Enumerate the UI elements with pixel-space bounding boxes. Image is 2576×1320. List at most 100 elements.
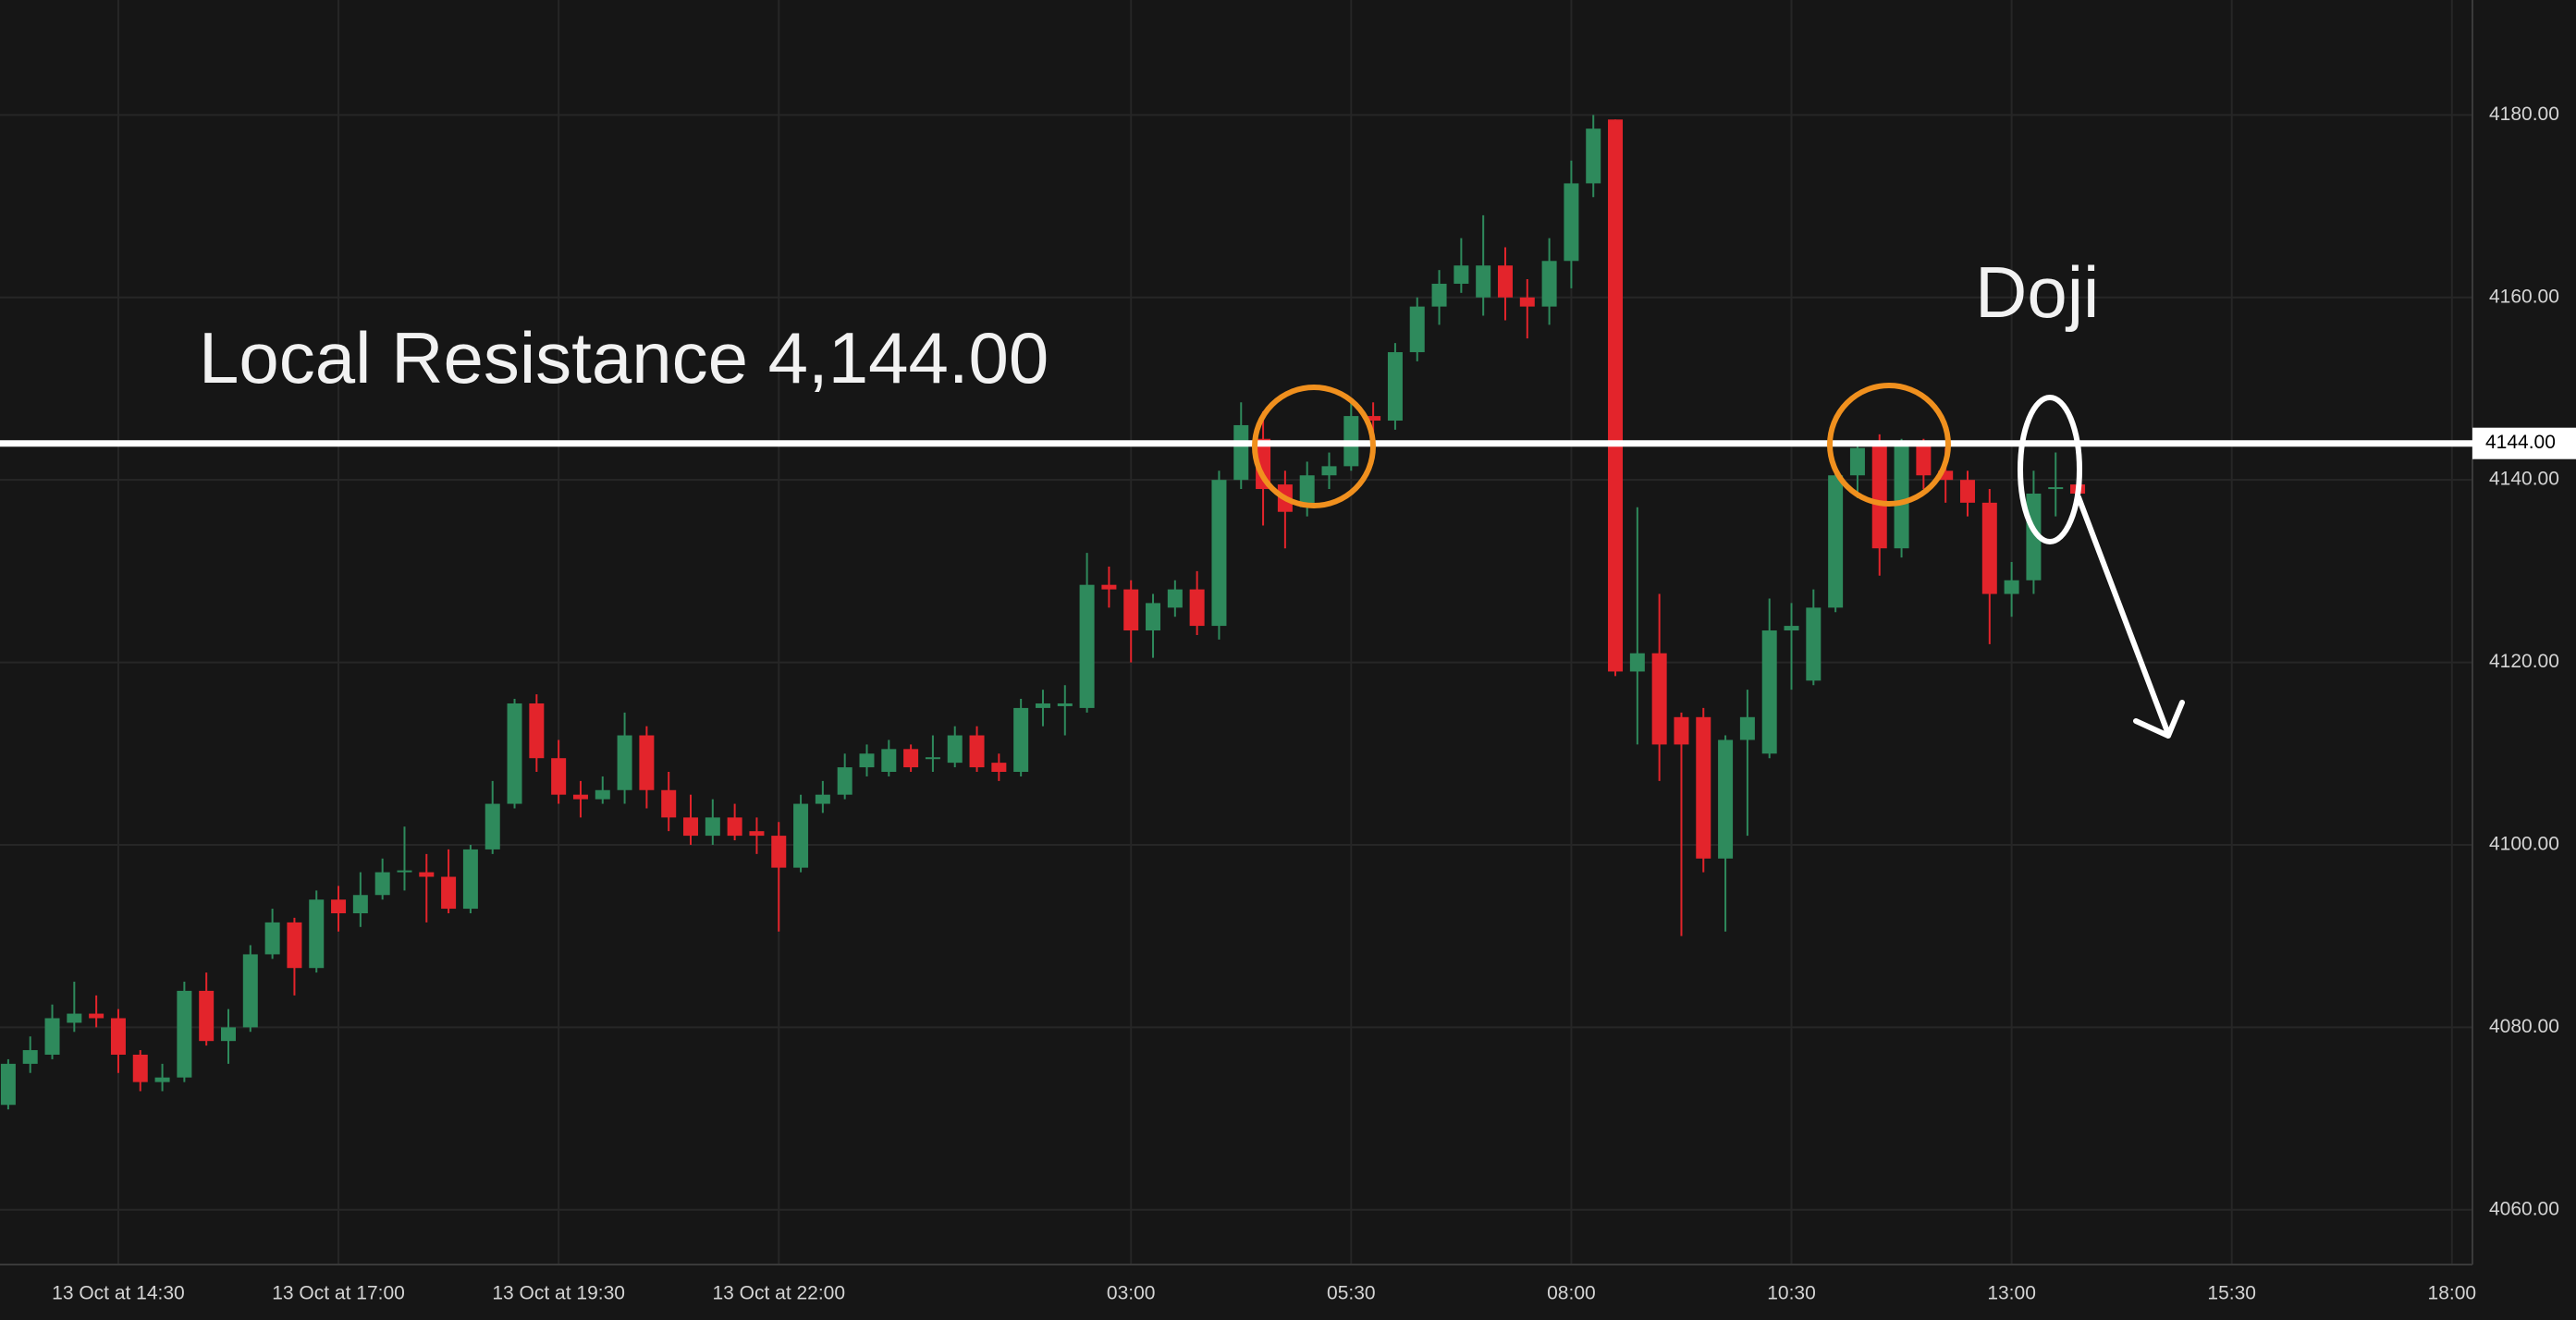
highlight-circle bbox=[1827, 383, 1951, 507]
candle-body bbox=[441, 876, 457, 910]
candle-body bbox=[1256, 438, 1271, 490]
price-marker bbox=[2472, 427, 2576, 459]
x-tick-label: 03:00 bbox=[1107, 1283, 1156, 1304]
candle-body bbox=[1916, 443, 1932, 476]
candle-body bbox=[374, 872, 390, 896]
x-tick-label: 10:30 bbox=[1767, 1283, 1816, 1304]
candle-body bbox=[1564, 183, 1579, 262]
candle-body bbox=[0, 1063, 16, 1106]
candle-body bbox=[352, 895, 368, 913]
down-arrow bbox=[2076, 495, 2185, 739]
candle-body bbox=[287, 922, 302, 969]
candle-body bbox=[1739, 716, 1755, 740]
candle-body bbox=[1629, 653, 1645, 672]
candle-body bbox=[793, 803, 809, 868]
candle-body bbox=[903, 749, 919, 768]
axis-labels: 4060.00 4080.00 4100.00 4120.00 4140.00 4160.… bbox=[52, 104, 2559, 1304]
price-marker-label: 4144.00 bbox=[2485, 432, 2556, 453]
candle-body bbox=[595, 789, 610, 800]
candle-body bbox=[331, 899, 347, 913]
y-tick-label: 4100.00 bbox=[2489, 834, 2559, 855]
candle-body bbox=[617, 735, 632, 790]
candle-body bbox=[2048, 487, 2064, 490]
candle-body bbox=[1586, 128, 1601, 184]
y-tick-label: 4140.00 bbox=[2489, 469, 2559, 490]
candle-body bbox=[1167, 589, 1183, 608]
candle-body bbox=[683, 817, 699, 837]
doji-annotation: Doji bbox=[1975, 251, 2099, 333]
candle-body bbox=[309, 899, 325, 969]
candle-body bbox=[859, 753, 875, 768]
x-tick-label: 05:30 bbox=[1327, 1283, 1376, 1304]
y-tick-label: 4120.00 bbox=[2489, 651, 2559, 672]
x-tick-label: 15:30 bbox=[2207, 1283, 2256, 1304]
candle-body bbox=[1674, 716, 1689, 745]
y-tick-label: 4180.00 bbox=[2489, 104, 2559, 125]
candle-body bbox=[1761, 630, 1777, 754]
candle-body bbox=[1894, 443, 1909, 549]
candle-body bbox=[1146, 603, 1161, 631]
candle-body bbox=[221, 1027, 236, 1042]
y-tick-label: 4160.00 bbox=[2489, 286, 2559, 307]
candle-body bbox=[199, 990, 215, 1042]
x-tick-label: 13:00 bbox=[1987, 1283, 2036, 1304]
candle-body bbox=[110, 1018, 126, 1055]
candle-body bbox=[1696, 716, 1711, 859]
candle-body bbox=[1366, 416, 1381, 422]
candle-body bbox=[1938, 471, 1954, 481]
candle-body bbox=[22, 1050, 38, 1064]
candle-body bbox=[154, 1077, 170, 1082]
candle-body bbox=[1541, 261, 1557, 307]
candle-body bbox=[1035, 703, 1050, 708]
candle-body bbox=[44, 1018, 60, 1055]
candle-body bbox=[1454, 265, 1469, 284]
candle-body bbox=[1321, 466, 1337, 476]
candle-body bbox=[2026, 493, 2042, 581]
candle-body bbox=[1981, 502, 1997, 594]
candle-body bbox=[1409, 306, 1425, 352]
candle-body bbox=[1608, 119, 1624, 672]
candle-body bbox=[1431, 283, 1447, 307]
candle-body bbox=[1828, 475, 1844, 608]
candle-body bbox=[1189, 589, 1205, 627]
candle-body bbox=[771, 836, 787, 868]
candle-body bbox=[1211, 480, 1227, 627]
candle-body bbox=[1057, 703, 1073, 706]
candle-body bbox=[1123, 589, 1139, 631]
candle-body bbox=[89, 1013, 104, 1019]
candle-body bbox=[485, 803, 500, 849]
candle-body bbox=[572, 794, 588, 800]
candle-body bbox=[705, 817, 720, 837]
x-tick-label: 13 Oct at 17:00 bbox=[272, 1283, 405, 1304]
candle-body bbox=[1013, 707, 1029, 773]
candles bbox=[0, 115, 2086, 1110]
candle-body bbox=[1387, 351, 1403, 422]
candle-body bbox=[1959, 480, 1975, 503]
candle-body bbox=[397, 870, 412, 873]
candle-body bbox=[1101, 584, 1117, 590]
candle-body bbox=[264, 922, 280, 955]
candle-body bbox=[67, 1013, 82, 1023]
candle-body bbox=[1718, 739, 1734, 859]
candle-body bbox=[529, 703, 545, 759]
x-tick-label: 13 Oct at 22:00 bbox=[712, 1283, 845, 1304]
candle-body bbox=[991, 763, 1007, 773]
candle-body bbox=[1784, 626, 1799, 631]
doji-ellipse bbox=[2018, 395, 2082, 544]
candle-body bbox=[551, 758, 567, 795]
y-tick-label: 4060.00 bbox=[2489, 1198, 2559, 1219]
candle-body bbox=[132, 1054, 148, 1082]
candle-body bbox=[1233, 424, 1249, 481]
candle-body bbox=[1806, 607, 1822, 681]
x-tick-label: 08:00 bbox=[1547, 1283, 1596, 1304]
x-tick-label: 13 Oct at 19:30 bbox=[492, 1283, 625, 1304]
candle-body bbox=[947, 735, 963, 764]
candle-body bbox=[507, 703, 522, 804]
candle-body bbox=[969, 735, 985, 768]
candle-body bbox=[1079, 584, 1095, 708]
candle-body bbox=[242, 954, 258, 1028]
candle-body bbox=[462, 849, 478, 910]
x-tick-label: 18:00 bbox=[2428, 1283, 2477, 1304]
